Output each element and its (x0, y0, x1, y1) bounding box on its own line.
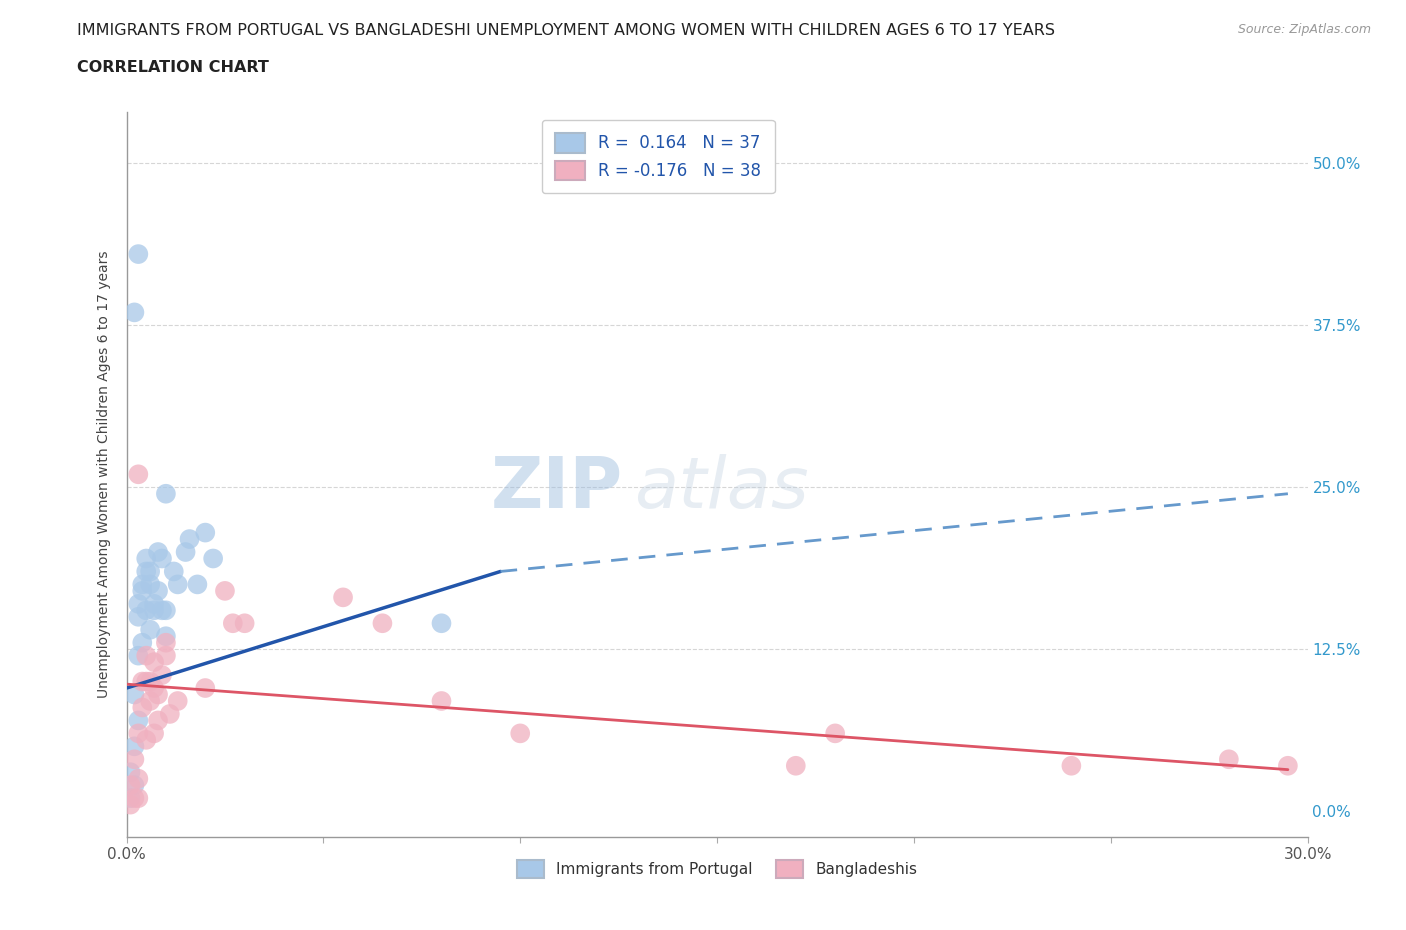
Point (155, 629, 177, 644)
Point (135, 733, 157, 748)
Point (146, 713, 169, 728)
Point (120, 764, 142, 779)
Point (509, 726, 531, 741)
Y-axis label: Unemployment Among Women with Children Ages 6 to 17 years: Unemployment Among Women with Children A… (97, 250, 111, 698)
Point (371, 616, 394, 631)
Point (135, 648, 157, 663)
Point (135, 551, 157, 566)
Point (194, 681, 217, 696)
Point (174, 545, 197, 560)
Point (159, 707, 181, 722)
Point (155, 648, 177, 663)
Point (131, 583, 153, 598)
Point (785, 758, 807, 773)
Point (139, 577, 162, 591)
Point (332, 590, 354, 604)
Point (194, 525, 217, 540)
Point (163, 564, 186, 578)
Point (127, 596, 149, 611)
Point (155, 603, 177, 618)
Point (120, 777, 142, 792)
Text: IMMIGRANTS FROM PORTUGAL VS BANGLADESHI UNEMPLOYMENT AMONG WOMEN WITH CHILDREN A: IMMIGRANTS FROM PORTUGAL VS BANGLADESHI … (77, 23, 1056, 38)
Point (127, 648, 149, 663)
Text: CORRELATION CHART: CORRELATION CHART (77, 60, 269, 75)
Point (124, 738, 146, 753)
Point (150, 551, 173, 566)
Point (146, 545, 169, 560)
Point (146, 583, 169, 598)
Text: Source: ZipAtlas.com: Source: ZipAtlas.com (1237, 23, 1371, 36)
Point (131, 635, 153, 650)
Point (143, 655, 166, 670)
Point (127, 246, 149, 261)
Point (139, 694, 162, 709)
Point (127, 726, 149, 741)
Text: atlas: atlas (634, 455, 808, 524)
Point (127, 609, 149, 624)
Point (143, 596, 166, 611)
Point (143, 603, 166, 618)
Text: ZIP: ZIP (491, 455, 623, 524)
Point (124, 687, 146, 702)
Point (1060, 758, 1083, 773)
Point (166, 694, 188, 709)
Point (139, 674, 162, 689)
Point (166, 577, 188, 591)
Point (1218, 751, 1240, 766)
Point (233, 616, 256, 631)
Point (1277, 758, 1299, 773)
Point (135, 603, 157, 618)
Point (202, 551, 225, 566)
Point (214, 583, 236, 598)
Point (124, 751, 146, 766)
Point (124, 305, 146, 320)
Point (430, 694, 453, 709)
Point (135, 564, 157, 578)
Point (222, 616, 245, 631)
Point (146, 687, 169, 702)
Point (135, 674, 157, 689)
Point (124, 777, 146, 792)
Point (127, 713, 149, 728)
Point (124, 790, 146, 805)
Point (139, 564, 162, 578)
Point (155, 635, 177, 650)
Point (131, 674, 153, 689)
Point (131, 700, 153, 715)
Point (150, 668, 173, 683)
Point (150, 603, 173, 618)
Point (824, 726, 846, 741)
Point (155, 486, 177, 501)
Point (143, 726, 166, 741)
Point (131, 577, 153, 591)
Point (127, 771, 149, 786)
Point (127, 790, 149, 805)
Point (186, 577, 208, 591)
Point (430, 616, 453, 631)
Point (127, 467, 149, 482)
Point (120, 790, 142, 805)
Point (139, 622, 162, 637)
Point (120, 797, 142, 812)
Point (179, 532, 201, 547)
Legend: Immigrants from Portugal, Bangladeshis: Immigrants from Portugal, Bangladeshis (510, 854, 924, 883)
Point (143, 681, 166, 696)
